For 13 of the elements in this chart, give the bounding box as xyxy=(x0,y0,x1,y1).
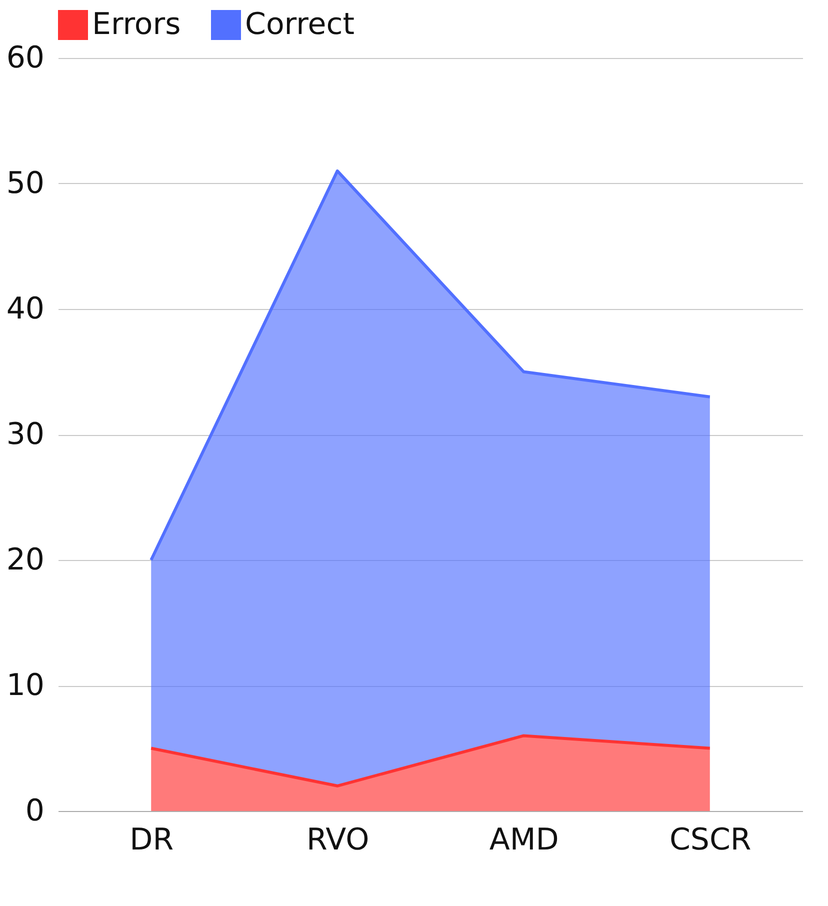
x-tick-label: CSCR xyxy=(669,822,752,858)
x-tick-label: DR xyxy=(130,822,174,858)
y-tick-label: 30 xyxy=(6,417,44,452)
y-tick-label: 50 xyxy=(6,166,44,201)
y-tick-label: 20 xyxy=(6,542,44,578)
x-tick-label: RVO xyxy=(306,822,370,858)
legend-label: Errors xyxy=(92,7,181,42)
y-tick-label: 0 xyxy=(25,794,44,828)
y-tick-label: 40 xyxy=(6,292,44,326)
x-tick-label: AMD xyxy=(489,822,559,858)
y-tick-label: 60 xyxy=(6,40,44,76)
y-tick-label: 10 xyxy=(6,668,44,703)
legend-label: Correct xyxy=(245,7,355,42)
